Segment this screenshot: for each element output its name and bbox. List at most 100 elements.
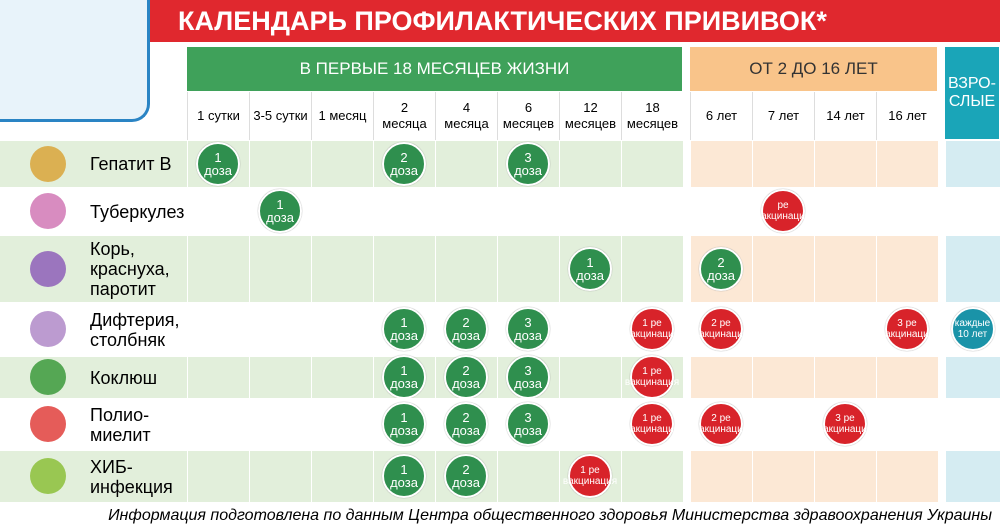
row-label: Туберкулез bbox=[0, 187, 187, 235]
dose-badge: 1 доза bbox=[258, 189, 302, 233]
table-cell bbox=[814, 140, 876, 187]
dose-badge: 3 доза bbox=[506, 141, 550, 186]
dose-badge: 2 доза bbox=[444, 355, 488, 399]
column-header: 6 лет bbox=[690, 92, 752, 140]
table-cell bbox=[621, 450, 683, 502]
table-cell bbox=[945, 398, 1000, 450]
dose-badge: 1 доза bbox=[382, 307, 426, 351]
table-cell bbox=[187, 450, 249, 502]
dose-badge: 1 доза bbox=[382, 454, 426, 498]
column-header: 14 лет bbox=[814, 92, 876, 140]
dose-badge: 1 ре вакцинация bbox=[563, 454, 617, 498]
calendar-icon bbox=[0, 0, 150, 122]
table-cell bbox=[621, 235, 683, 302]
table-cell bbox=[690, 356, 752, 398]
table-cell bbox=[497, 187, 559, 235]
table-cell bbox=[187, 302, 249, 356]
table-cell bbox=[876, 140, 938, 187]
dose-badge: 1 ре вакцинация bbox=[625, 355, 679, 399]
table-cell bbox=[559, 187, 621, 235]
table-cell bbox=[945, 450, 1000, 502]
dose-badge: ре вакцинация bbox=[756, 189, 810, 233]
row-icon bbox=[30, 458, 66, 494]
row-label: Корь, краснуха, паротит bbox=[0, 235, 187, 302]
table-cell bbox=[752, 398, 814, 450]
dose-badge: 3 доза bbox=[506, 307, 550, 351]
dose-badge: 3 ре вакцинация bbox=[818, 402, 872, 446]
dose-badge: 2 доза bbox=[444, 307, 488, 351]
table-cell bbox=[690, 450, 752, 502]
dose-badge: 2 ре вакцинация bbox=[694, 402, 748, 446]
row-label: Гепатит В bbox=[0, 140, 187, 187]
table-cell bbox=[559, 356, 621, 398]
row-icon bbox=[30, 193, 66, 229]
table-cell bbox=[559, 302, 621, 356]
footer: Информация подготовлена по данным Центра… bbox=[108, 507, 992, 524]
table-cell bbox=[945, 187, 1000, 235]
table-cell bbox=[876, 398, 938, 450]
table-cell bbox=[497, 450, 559, 502]
column-header: 1 сутки bbox=[187, 92, 249, 140]
table-cell bbox=[945, 235, 1000, 302]
table-cell bbox=[945, 140, 1000, 187]
column-header: 6 месяцев bbox=[497, 92, 559, 140]
column-header: 4 месяца bbox=[435, 92, 497, 140]
table-cell bbox=[876, 450, 938, 502]
table-cell bbox=[373, 187, 435, 235]
dose-badge: 1 доза bbox=[196, 141, 240, 186]
table-cell bbox=[752, 140, 814, 187]
table-cell bbox=[311, 235, 373, 302]
table-cell bbox=[876, 187, 938, 235]
dose-badge: 1 доза bbox=[382, 402, 426, 446]
column-header: 1 месяц bbox=[311, 92, 373, 140]
row-label: Дифтерия, столбняк bbox=[0, 302, 187, 356]
table-cell bbox=[249, 235, 311, 302]
table-cell bbox=[814, 235, 876, 302]
table-cell bbox=[249, 398, 311, 450]
group-header: ОТ 2 ДО 16 ЛЕТ bbox=[690, 47, 937, 91]
dose-badge: 1 доза bbox=[568, 246, 612, 291]
table-cell bbox=[187, 187, 249, 235]
row-icon bbox=[30, 250, 66, 287]
table-cell bbox=[690, 140, 752, 187]
table-cell bbox=[752, 235, 814, 302]
table-cell bbox=[311, 398, 373, 450]
column-header: 18 месяцев bbox=[621, 92, 683, 140]
column-header: 12 месяцев bbox=[559, 92, 621, 140]
table-cell bbox=[752, 450, 814, 502]
table-cell bbox=[814, 302, 876, 356]
table-cell bbox=[187, 356, 249, 398]
table-cell bbox=[249, 140, 311, 187]
group-header: ВЗРО- СЛЫЕ bbox=[945, 47, 999, 139]
dose-badge: 3 доза bbox=[506, 355, 550, 399]
row-icon bbox=[30, 406, 66, 442]
dose-badge: 3 ре вакцинация bbox=[880, 307, 934, 351]
dose-badge: 2 доза bbox=[444, 402, 488, 446]
row-icon bbox=[30, 145, 66, 182]
dose-badge: 3 доза bbox=[506, 402, 550, 446]
table-cell bbox=[311, 187, 373, 235]
column-header: 2 месяца bbox=[373, 92, 435, 140]
table-cell bbox=[311, 450, 373, 502]
dose-badge: 1 ре вакцинация bbox=[625, 307, 679, 351]
row-label: Коклюш bbox=[0, 356, 187, 398]
table-cell bbox=[876, 235, 938, 302]
table-cell bbox=[311, 140, 373, 187]
table-cell bbox=[249, 302, 311, 356]
table-cell bbox=[876, 356, 938, 398]
table-cell bbox=[752, 302, 814, 356]
table-cell bbox=[249, 450, 311, 502]
table-cell bbox=[249, 356, 311, 398]
table-cell bbox=[435, 235, 497, 302]
row-icon bbox=[30, 311, 66, 347]
column-header: 16 лет bbox=[876, 92, 938, 140]
dose-badge: 2 доза bbox=[382, 141, 426, 186]
table-cell bbox=[621, 187, 683, 235]
table-cell bbox=[435, 187, 497, 235]
table-cell bbox=[559, 140, 621, 187]
table-cell bbox=[435, 140, 497, 187]
table-cell bbox=[814, 356, 876, 398]
table-cell bbox=[497, 235, 559, 302]
table-cell bbox=[945, 356, 1000, 398]
